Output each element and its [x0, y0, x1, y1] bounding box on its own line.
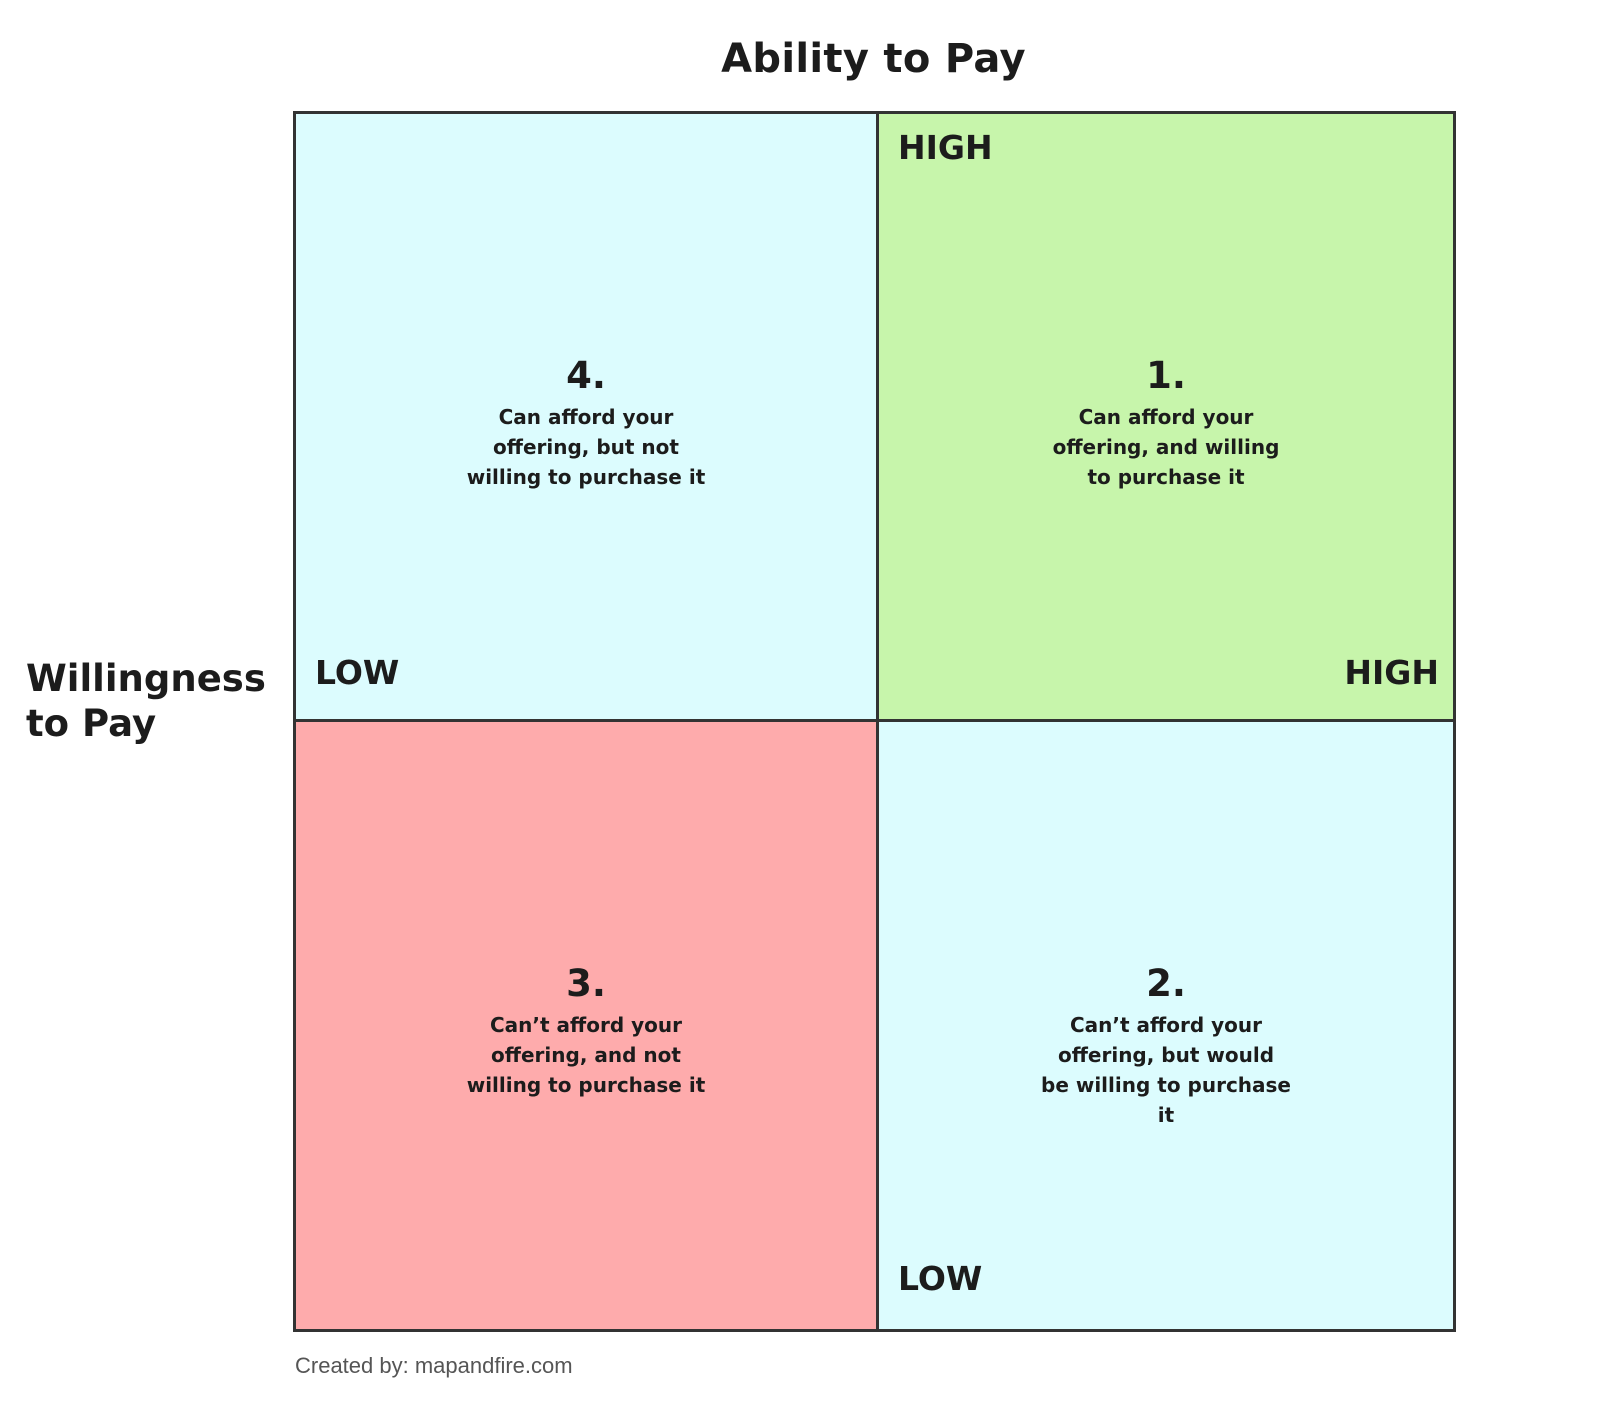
quadrant-4-content: 4. Can afford your offering, but not wil…: [296, 354, 876, 492]
quadrant-4: 4. Can afford your offering, but not wil…: [296, 114, 879, 722]
ability-low-label: LOW: [315, 653, 400, 692]
x-axis-title: Ability to Pay: [721, 36, 1026, 82]
willingness-high-label: HIGH: [898, 128, 993, 167]
quadrant-2-description: Can’t afford your offering, but would be…: [1041, 1013, 1291, 1127]
quadrant-1-content: 1. Can afford your offering, and willing…: [879, 354, 1453, 492]
quadrant-3-description: Can’t afford your offering, and not will…: [466, 1013, 706, 1097]
ability-high-label: HIGH: [1344, 653, 1439, 692]
quadrant-1: HIGH 1. Can afford your offering, and wi…: [879, 114, 1453, 722]
y-axis-title: Willingness to Pay: [26, 656, 276, 746]
quadrant-1-description: Can afford your offering, and willing to…: [1052, 405, 1280, 489]
credit-text: Created by: mapandfire.com: [295, 1353, 573, 1378]
quadrant-2-content: 2. Can’t afford your offering, but would…: [879, 962, 1453, 1130]
quadrant-4-number: 4.: [566, 354, 606, 397]
quadrant-2-number: 2.: [1146, 962, 1186, 1005]
quadrant-1-number: 1.: [1146, 354, 1186, 397]
quadrant-4-description: Can afford your offering, but not willin…: [466, 405, 706, 489]
quadrant-3-content: 3. Can’t afford your offering, and not w…: [296, 962, 876, 1100]
y-axis-title-line-2: to Pay: [26, 702, 157, 745]
quadrant-matrix: 4. Can afford your offering, but not wil…: [293, 111, 1456, 1332]
quadrant-3-number: 3.: [566, 962, 606, 1005]
quadrant-2: 2. Can’t afford your offering, but would…: [879, 722, 1453, 1329]
y-axis-title-line-1: Willingness: [26, 657, 266, 700]
quadrant-3: 3. Can’t afford your offering, and not w…: [296, 722, 879, 1329]
willingness-low-label: LOW: [898, 1259, 983, 1298]
